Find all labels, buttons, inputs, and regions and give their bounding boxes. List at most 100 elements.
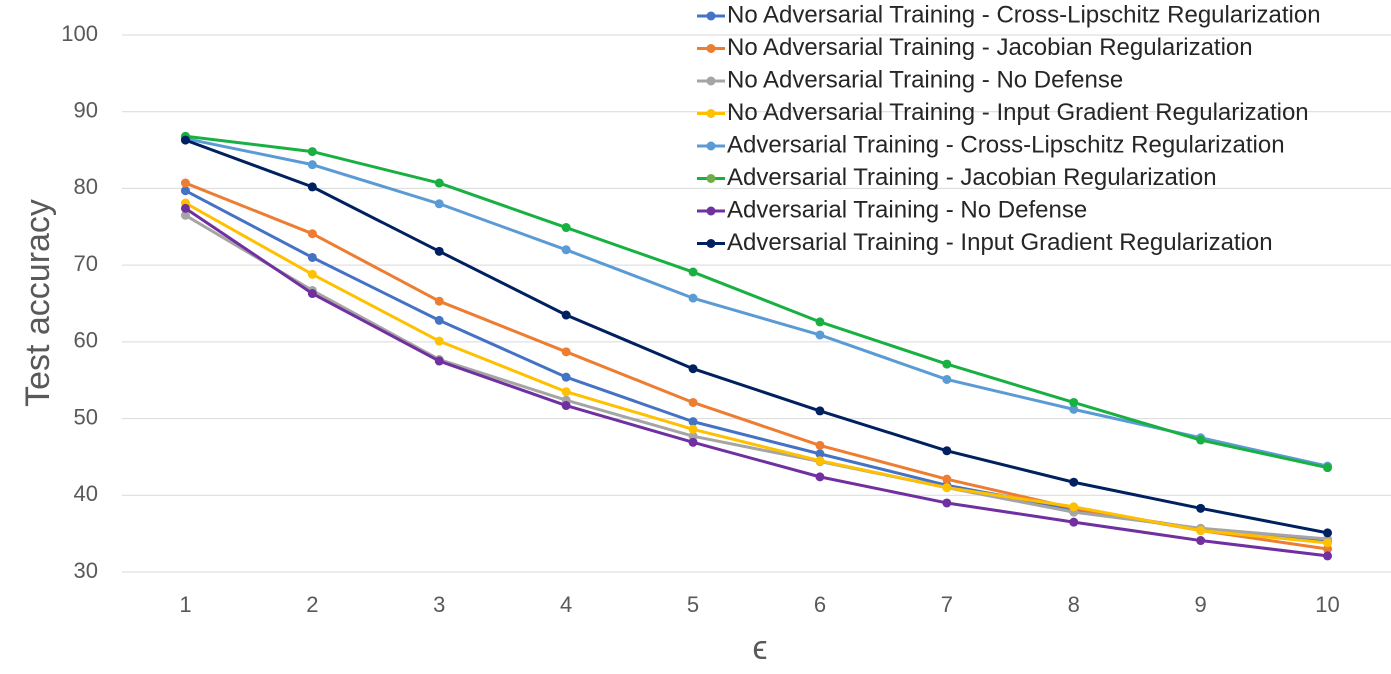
series-4: [180, 198, 1333, 548]
legend-swatch-marker: [706, 109, 716, 118]
data-point: [561, 401, 571, 411]
data-point: [942, 446, 952, 456]
legend-swatch-marker: [706, 141, 716, 151]
data-point: [1196, 503, 1206, 513]
data-point: [815, 449, 825, 459]
data-point: [1323, 538, 1333, 548]
data-point: [815, 472, 825, 482]
x-axis-title: ϵ: [752, 629, 767, 667]
legend-item: No Adversarial Training - Jacobian Regul…: [697, 34, 1253, 61]
series-3: [180, 210, 1333, 544]
data-point: [180, 186, 190, 196]
gridlines: [122, 34, 1391, 573]
data-point: [815, 440, 825, 450]
data-point: [561, 245, 571, 255]
data-point: [434, 356, 444, 366]
legend-swatch-marker: [706, 174, 716, 183]
data-point: [307, 229, 317, 239]
legend-label: No Adversarial Training - Jacobian Regul…: [727, 34, 1253, 61]
y-axis-title: Test accuracy: [19, 199, 57, 407]
data-point: [1196, 435, 1206, 445]
x-tick-label: 6: [814, 592, 826, 617]
y-tick-label: 70: [74, 251, 98, 276]
legend-label: Adversarial Training - No Defense: [727, 196, 1087, 223]
legend-label: No Adversarial Training - Cross-Lipschit…: [727, 1, 1321, 28]
data-point: [1069, 404, 1079, 414]
plot-area: [180, 131, 1333, 561]
y-tick-label: 100: [61, 21, 98, 46]
legend-swatch-marker: [706, 76, 716, 86]
data-point: [307, 269, 317, 279]
y-tick-label: 90: [74, 98, 98, 123]
legend: No Adversarial Training - Cross-Lipschit…: [697, 1, 1321, 256]
x-tick-label: 5: [687, 592, 699, 617]
legend-label: Adversarial Training - Input Gradient Re…: [727, 229, 1273, 256]
legend-item: Adversarial Training - Jacobian Regulari…: [697, 164, 1217, 191]
data-point: [815, 330, 825, 340]
legend-item: Adversarial Training - Cross-Lipschitz R…: [697, 131, 1285, 158]
data-point: [688, 437, 698, 447]
legend-swatch-marker: [706, 206, 716, 216]
legend-label: Adversarial Training - Jacobian Regulari…: [727, 164, 1217, 191]
data-point: [307, 147, 317, 157]
data-point: [561, 387, 571, 397]
data-point: [688, 424, 698, 434]
series-line: [183, 201, 1330, 545]
data-point: [942, 374, 952, 384]
data-point: [942, 359, 952, 369]
data-point: [942, 498, 952, 508]
legend-swatch-marker: [706, 44, 716, 53]
x-axis-ticks: 1 2 3 4 5 6 7 8 9 10: [179, 592, 1339, 617]
data-point: [688, 267, 698, 277]
y-axis-ticks: 30 40 50 60 70 80 90 100: [61, 21, 98, 583]
series-line: [183, 206, 1330, 558]
series-line: [183, 138, 1330, 535]
data-point: [561, 310, 571, 320]
x-tick-label: 4: [560, 592, 572, 617]
data-point: [561, 372, 571, 382]
data-point: [561, 347, 571, 357]
x-tick-label: 10: [1315, 592, 1339, 617]
series-6: [180, 131, 1333, 473]
series-line: [183, 134, 1330, 470]
y-tick-label: 60: [74, 328, 98, 353]
y-tick-label: 40: [74, 481, 98, 506]
data-point: [815, 406, 825, 416]
x-tick-label: 8: [1068, 592, 1080, 617]
series-8: [180, 135, 1333, 538]
data-point: [1069, 517, 1079, 527]
legend-label: No Adversarial Training - Input Gradient…: [727, 99, 1309, 126]
data-point: [307, 182, 317, 192]
series-line: [183, 213, 1330, 541]
data-point: [180, 203, 190, 213]
series-7: [180, 203, 1333, 561]
data-point: [1323, 463, 1333, 473]
data-point: [434, 315, 444, 325]
y-tick-label: 30: [74, 558, 98, 583]
data-point: [1069, 397, 1079, 407]
data-point: [1196, 536, 1206, 546]
legend-item: No Adversarial Training - No Defense: [697, 66, 1123, 93]
x-tick-label: 2: [306, 592, 318, 617]
legend-label: Adversarial Training - Cross-Lipschitz R…: [727, 131, 1285, 158]
data-point: [1323, 551, 1333, 561]
data-point: [1069, 477, 1079, 487]
data-point: [434, 178, 444, 188]
data-point: [434, 199, 444, 209]
legend-item: Adversarial Training - Input Gradient Re…: [697, 229, 1273, 256]
data-point: [307, 160, 317, 170]
data-point: [942, 474, 952, 484]
data-point: [942, 483, 952, 493]
series-line: [183, 137, 1330, 468]
x-tick-label: 1: [179, 592, 191, 617]
legend-item: No Adversarial Training - Input Gradient…: [697, 99, 1309, 126]
data-point: [688, 364, 698, 374]
legend-swatch-marker: [706, 239, 716, 248]
data-point: [1069, 502, 1079, 512]
data-point: [1323, 528, 1333, 538]
data-point: [180, 210, 190, 220]
data-point: [307, 289, 317, 299]
data-point: [688, 293, 698, 303]
